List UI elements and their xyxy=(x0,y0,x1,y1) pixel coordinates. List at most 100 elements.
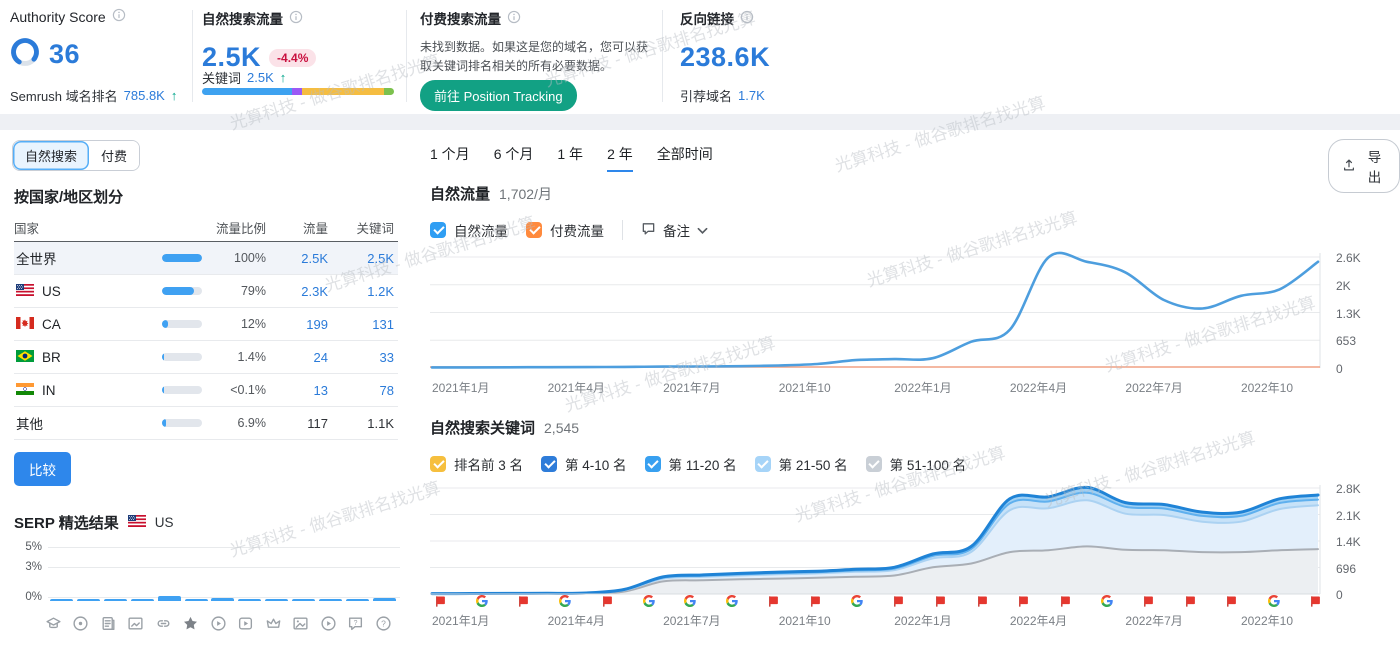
up-arrow-icon: ↑ xyxy=(170,88,178,103)
time-tab[interactable]: 1 个月 xyxy=(430,146,470,162)
compare-button[interactable]: 比较 xyxy=(14,452,71,486)
y-tick-label: 2.1K xyxy=(1336,508,1361,523)
y-tick-label: 0 xyxy=(1336,362,1343,376)
flag-annotation-icon[interactable] xyxy=(808,593,823,609)
table-row[interactable]: 其他 6.9% 117 1.1K xyxy=(14,407,398,440)
traffic-value[interactable]: 2.3K xyxy=(301,283,328,299)
keyword-intent-bar[interactable] xyxy=(202,88,394,95)
legend-checkbox-item[interactable]: 第 4-10 名 xyxy=(541,454,627,474)
share-value: 12% xyxy=(240,317,266,331)
backlinks-value[interactable]: 238.6K xyxy=(680,42,771,72)
y-tick-label: 0 xyxy=(1336,588,1343,602)
google-annotation-icon[interactable] xyxy=(1266,593,1281,609)
traffic-type-tab-organic[interactable]: 自然搜索 xyxy=(13,141,90,170)
checkbox-icon xyxy=(430,456,446,472)
legend-checkbox-item[interactable]: 排名前 3 名 xyxy=(430,454,523,474)
traffic-value[interactable]: 24 xyxy=(313,349,328,365)
table-row[interactable]: US 79% 2.3K 1.2K xyxy=(14,275,398,308)
info-icon[interactable] xyxy=(740,10,754,27)
traffic-value[interactable]: 2.5K xyxy=(301,250,328,266)
organic-traffic-chart[interactable] xyxy=(430,250,1323,374)
traffic-chart-x-axis: 2021年1月 2021年4月 2021年7月 2021年10 2022年1月 2022年… xyxy=(430,379,1340,395)
flag-annotation-icon[interactable] xyxy=(766,593,781,609)
organic-traffic-value[interactable]: 2.5K xyxy=(202,42,262,72)
time-tab[interactable]: 全部时间 xyxy=(656,146,713,162)
google-annotation-icon[interactable] xyxy=(558,593,573,609)
flag-annotation-icon[interactable] xyxy=(1224,593,1239,609)
ref-domains-value[interactable]: 1.7K xyxy=(738,88,765,103)
divider xyxy=(622,220,623,240)
checkbox-icon xyxy=(754,456,771,472)
keywords-label: 关键词 xyxy=(202,71,242,86)
keywords-value[interactable]: 1.2K xyxy=(367,283,394,299)
intent-bar-segment xyxy=(384,88,394,95)
info-icon[interactable] xyxy=(507,10,521,27)
legend-checkbox-item[interactable]: 付费流量 xyxy=(526,220,604,240)
share-bar xyxy=(162,287,202,295)
info-icon[interactable] xyxy=(289,10,303,27)
authority-gauge-icon xyxy=(10,37,40,72)
traffic-type-tab-paid[interactable]: 付费 xyxy=(89,141,140,170)
google-annotation-icon[interactable] xyxy=(641,593,656,609)
question-circle-icon: ? xyxy=(374,614,392,632)
notes-dropdown[interactable]: 备注 xyxy=(641,220,708,240)
flag-annotation-icon[interactable] xyxy=(1141,593,1156,609)
serp-bar xyxy=(265,598,289,601)
notes-label: 备注 xyxy=(663,224,690,239)
share-bar xyxy=(162,353,202,361)
keywords-value[interactable]: 33 xyxy=(379,349,394,365)
legend-checkbox-item[interactable]: 自然流量 xyxy=(430,220,508,240)
table-row[interactable]: BR 1.4% 24 33 xyxy=(14,341,398,374)
google-annotation-icon[interactable] xyxy=(683,593,698,609)
export-button[interactable]: 导出 xyxy=(1328,139,1400,193)
y-tick-label: 0% xyxy=(25,591,42,603)
flag-annotation-icon[interactable] xyxy=(933,593,948,609)
organic-keywords-chart[interactable] xyxy=(430,482,1323,602)
google-annotation-icon[interactable] xyxy=(725,593,740,609)
table-row[interactable]: IN <0.1% 13 78 xyxy=(14,374,398,407)
domain-rank-value[interactable]: 785.8K xyxy=(123,88,165,103)
flag-annotation-icon[interactable] xyxy=(1183,593,1198,609)
domain-rank-label: Semrush 域名排名 xyxy=(10,89,118,104)
serp-feature-icons: ?? xyxy=(44,614,392,632)
google-annotation-icon[interactable] xyxy=(1100,593,1115,609)
traffic-value[interactable]: 199 xyxy=(306,316,328,332)
keywords-area-chart[interactable] xyxy=(430,482,1323,602)
chevron-down-icon xyxy=(697,223,708,238)
col-traffic: 流量 xyxy=(302,222,328,236)
flag-annotation-icon[interactable] xyxy=(891,593,906,609)
keywords-value[interactable]: 131 xyxy=(372,316,394,332)
info-icon[interactable] xyxy=(112,8,126,25)
position-tracking-button[interactable]: 前往 Position Tracking xyxy=(420,80,577,111)
table-row[interactable]: CA 12% 199 131 xyxy=(14,308,398,341)
flag-annotation-icon[interactable] xyxy=(433,593,448,609)
legend-checkbox-item[interactable]: 第 21-50 名 xyxy=(754,454,848,474)
google-annotation-icon[interactable] xyxy=(850,593,865,609)
traffic-line-chart[interactable] xyxy=(430,250,1323,374)
time-tab[interactable]: 6 个月 xyxy=(493,146,534,162)
flag-annotation-icon[interactable] xyxy=(516,593,531,609)
annotation-markers xyxy=(433,593,1323,609)
flag-annotation-icon[interactable] xyxy=(1058,593,1073,609)
time-tab[interactable]: 1 年 xyxy=(557,146,584,162)
traffic-value[interactable]: 13 xyxy=(313,382,328,398)
serp-bar xyxy=(157,595,181,601)
flag-annotation-icon[interactable] xyxy=(600,593,615,609)
keywords-value[interactable]: 2.5K xyxy=(367,250,394,266)
flag-annotation-icon[interactable] xyxy=(975,593,990,609)
traffic-chart-legend: 自然流量 付费流量 备注 xyxy=(430,220,708,240)
google-annotation-icon[interactable] xyxy=(475,593,490,609)
legend-checkbox-item[interactable]: 第 51-100 名 xyxy=(865,454,966,474)
keywords-value[interactable]: 78 xyxy=(379,382,394,398)
time-tab[interactable]: 2 年 xyxy=(607,144,633,172)
country-name: IN xyxy=(42,382,56,398)
flag-annotation-icon[interactable] xyxy=(1308,593,1323,609)
flag-annotation-icon[interactable] xyxy=(1016,593,1031,609)
backlinks-card: 反向链接 238.6K 引荐域名 1.7K xyxy=(680,8,880,104)
faq-bubble-icon: ? xyxy=(347,614,365,632)
table-row[interactable]: 全世界 100% 2.5K 2.5K xyxy=(14,242,398,275)
legend-checkbox-item[interactable]: 第 11-20 名 xyxy=(644,454,737,474)
x-tick-label: 2021年10 xyxy=(778,614,831,628)
backlinks-title: 反向链接 xyxy=(680,12,734,27)
keywords-value[interactable]: 2.5K xyxy=(247,70,274,85)
